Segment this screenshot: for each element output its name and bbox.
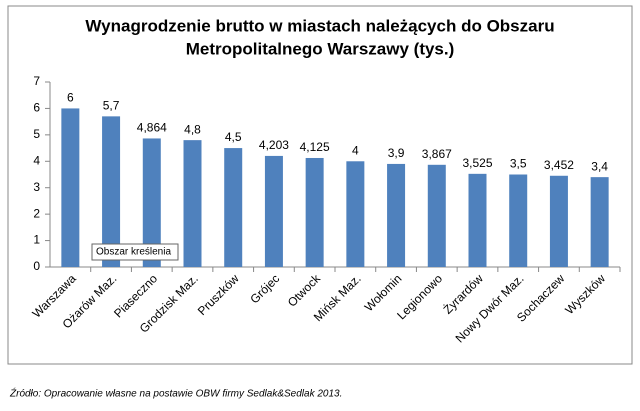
bar — [142, 138, 161, 267]
bar — [590, 177, 609, 267]
value-label: 3,9 — [388, 146, 405, 160]
value-label: 4,864 — [137, 121, 167, 135]
value-label: 3,525 — [462, 156, 492, 170]
bar — [264, 155, 283, 267]
value-label: 5,7 — [103, 99, 120, 113]
value-label: 4,203 — [259, 138, 289, 152]
value-label: 3,5 — [510, 157, 527, 171]
bar — [468, 173, 487, 267]
bar — [427, 164, 446, 267]
value-label: 4,5 — [225, 130, 242, 144]
bar — [102, 116, 121, 267]
value-label: 6 — [67, 91, 74, 105]
value-label: 4,8 — [184, 122, 201, 136]
y-tick-label: 3 — [33, 180, 40, 194]
value-label: 4,125 — [300, 140, 330, 154]
bar — [387, 163, 406, 267]
bar — [61, 108, 80, 267]
y-tick-label: 7 — [33, 74, 40, 88]
y-tick-label: 0 — [33, 259, 40, 273]
value-label: 4 — [352, 143, 359, 157]
bar — [224, 148, 243, 267]
bar — [509, 174, 528, 267]
tooltip: Obszar kreślenia — [96, 247, 171, 258]
y-tick-label: 2 — [33, 206, 40, 220]
y-tick-label: 1 — [33, 233, 40, 247]
bar — [346, 161, 365, 267]
bar — [305, 157, 324, 267]
chart-title: Metropolitalnego Warszawy (tys.) — [186, 39, 455, 58]
bar — [549, 175, 568, 267]
chart-title: Wynagrodzenie brutto w miastach należący… — [85, 16, 554, 35]
y-tick-label: 4 — [33, 153, 40, 167]
y-tick-label: 6 — [33, 101, 40, 115]
value-label: 3,867 — [422, 147, 452, 161]
source-note: Źródło: Opracowanie własne na postawie O… — [9, 387, 342, 400]
y-tick-label: 5 — [33, 127, 40, 141]
value-label: 3,452 — [544, 158, 574, 172]
tooltip-box — [91, 243, 179, 261]
bar — [183, 140, 202, 267]
value-label: 3,4 — [591, 159, 608, 173]
